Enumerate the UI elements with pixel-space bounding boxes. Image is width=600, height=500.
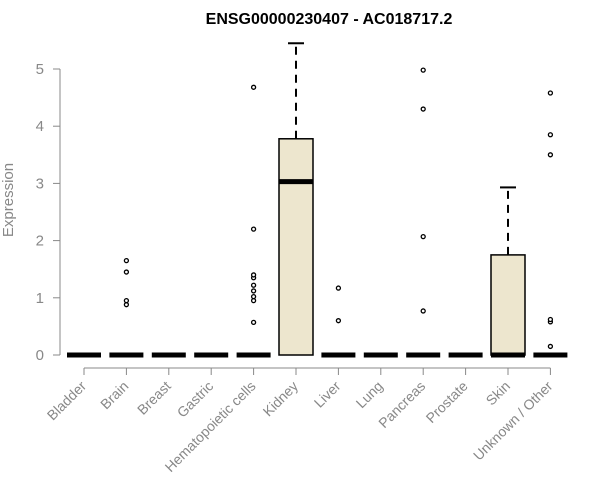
x-tick-label: Liver [311,378,344,411]
box-group [236,84,271,358]
box-group [533,90,568,358]
outlier-point [547,90,554,96]
outlier-point [250,288,257,294]
outlier-point [547,132,554,138]
box-group [490,186,526,358]
outlier-point [547,316,554,323]
outlier-point [335,318,342,324]
boxes [67,42,568,358]
outlier-point [123,298,130,304]
y-tick-label: 5 [36,61,44,78]
outlier-point [250,319,257,326]
y-axis-label: Expression [0,163,17,237]
outlier-point [123,257,130,264]
y-tick-label: 4 [36,118,44,135]
outlier-point [420,308,426,314]
x-tick-label: Kidney [260,378,302,420]
outlier-point [250,272,257,278]
x-tick-label: Skin [483,378,514,409]
x-tick-label: Brain [97,378,131,412]
outlier-point [250,226,257,232]
y-tick-label: 3 [36,175,44,192]
outlier-point [420,106,426,112]
outlier-point [547,343,554,350]
x-tick-label: Bladder [44,378,90,424]
y-tick-label: 0 [36,347,44,364]
box-group [406,67,441,358]
outlier-point [547,152,554,158]
y-tick-label: 1 [36,290,44,307]
box-rect [278,138,314,356]
x-tick-label: Lung [353,378,386,411]
x-tick-label: Prostate [423,378,471,426]
outlier-point [123,269,130,275]
chart-title: ENSG00000230407 - AC018717.2 [206,11,453,28]
outlier-point [250,282,257,288]
x-tick-label: Pancreas [375,378,428,431]
outlier-point [420,67,426,73]
x-tick-label: Breast [134,378,174,418]
outlier-point [250,84,257,90]
outlier-point [250,294,257,300]
box-group [109,257,144,358]
box-group [321,285,356,358]
x-tick-label: Unknown / Other [470,378,556,464]
y-tick-label: 2 [36,233,44,250]
box-group [278,42,314,356]
box-rect [490,254,526,356]
outlier-point [420,233,426,240]
outlier-point [335,285,342,291]
